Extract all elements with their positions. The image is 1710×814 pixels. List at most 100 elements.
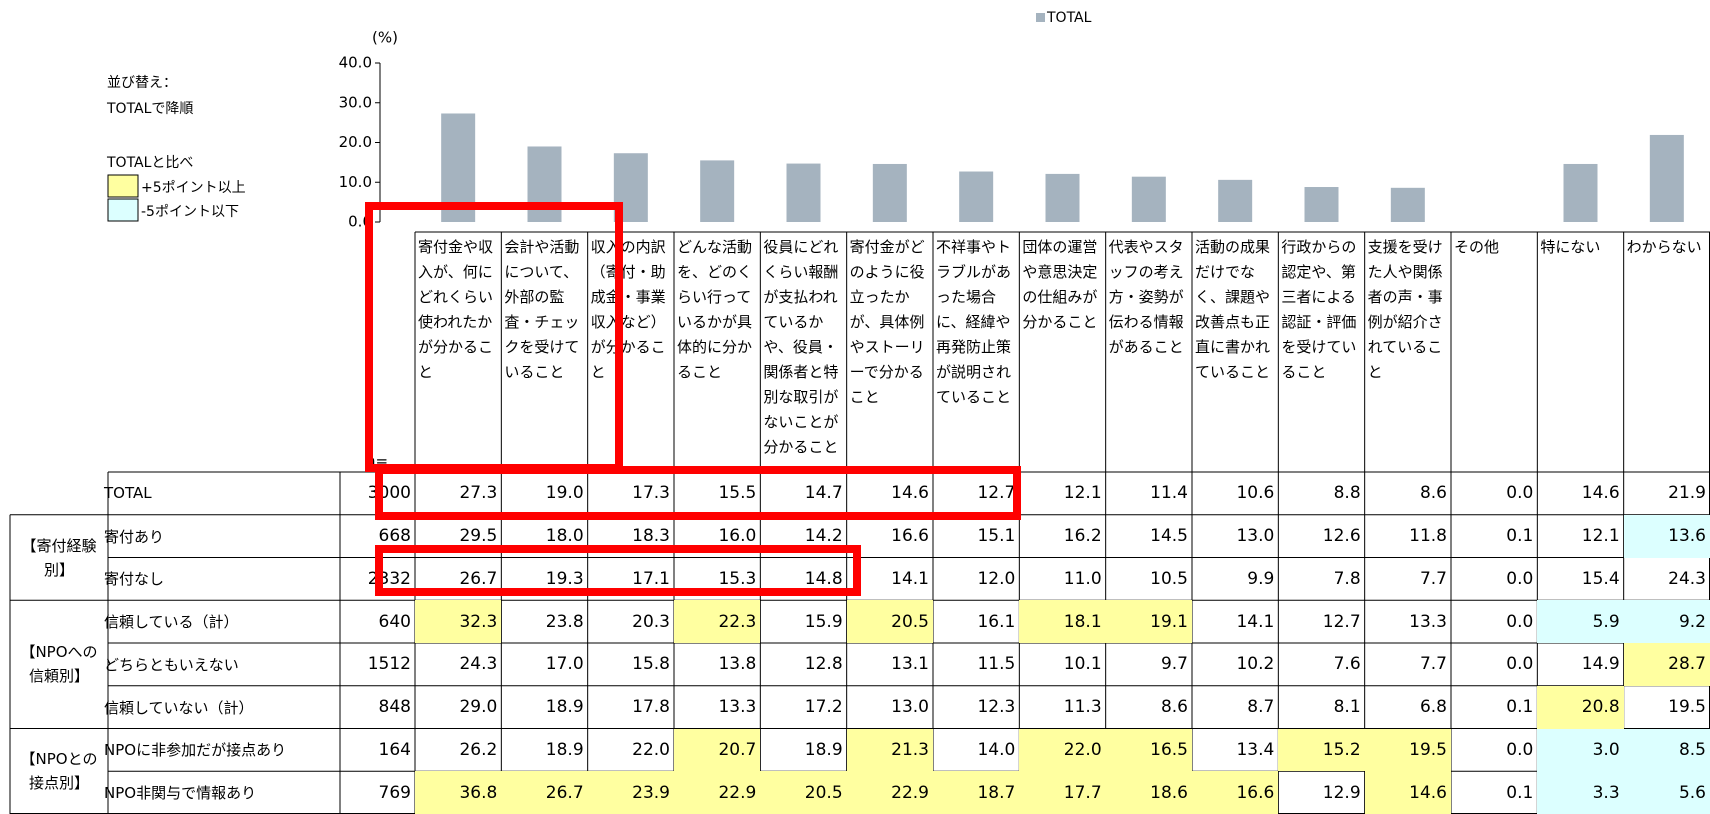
table-cell: 20.7 [674, 728, 761, 772]
highlight-box [375, 466, 1021, 520]
bar [1218, 179, 1253, 222]
table-cell: 6.8 [1419, 697, 1447, 718]
row-label: 信頼している（計） [104, 613, 239, 632]
table-cell: 14.6 [1364, 771, 1451, 814]
table-cell: 8.6 [1160, 697, 1188, 718]
compare-title: TOTALと比べ [107, 155, 194, 171]
highlight-box [365, 202, 623, 472]
table-cell: 14.2 [804, 526, 843, 547]
y-tick-label: 30.0 [339, 93, 372, 111]
column-header: 会計や活動について、外部の監査・チェックを受けていること [504, 238, 580, 381]
table-cell: 17.0 [545, 654, 584, 675]
n-value: 668 [378, 526, 411, 547]
table-cell: 0.0 [1506, 654, 1534, 675]
table-cell: 0.1 [1506, 697, 1534, 718]
table-cell: 20.3 [632, 611, 670, 632]
table-cell: 10.2 [1236, 654, 1275, 675]
table-cell: 21.9 [1668, 483, 1706, 504]
table-cell: 16.2 [1063, 526, 1102, 547]
compare-swatch [107, 174, 139, 198]
bar [1131, 176, 1166, 222]
highlight-box [375, 545, 861, 596]
table-cell: 12.7 [977, 483, 1016, 504]
table-cell: 7.6 [1333, 654, 1361, 675]
table-cell: 12.6 [1322, 526, 1361, 547]
group-label: 【NPOとの接点別】 [20, 750, 98, 793]
legend-swatch [1036, 13, 1045, 22]
table-cell: 14.0 [977, 739, 1016, 760]
group-label: 【NPOへの信頼別】 [20, 643, 98, 686]
table-cell: 14.8 [804, 568, 843, 589]
table-cell: 29.5 [459, 526, 498, 547]
table-cell: 20.5 [846, 600, 933, 643]
compare-swatch [107, 198, 139, 222]
table-cell: 18.3 [632, 526, 670, 547]
row-label: 信頼していない（計） [104, 698, 254, 717]
row-label: NPO非関与で情報あり [104, 784, 257, 803]
table-cell: 22.9 [846, 771, 933, 814]
column-header: 役員にどれくらい報酬が支払われているかや、役員・関係者と特別な取引がないことが分… [763, 238, 839, 456]
table-cell: 15.8 [632, 654, 670, 675]
table-cell: 15.4 [1581, 568, 1620, 589]
table-cell: 0.0 [1506, 739, 1534, 760]
table-cell: 17.1 [632, 568, 670, 589]
table-cell: 18.1 [1019, 600, 1106, 643]
column-header: 支援を受けた人や関係者の声・事例が紹介されていること [1367, 238, 1443, 381]
bar [1649, 134, 1684, 222]
table-cell: 15.9 [804, 611, 843, 632]
n-value: 769 [378, 782, 411, 803]
table-cell: 13.1 [891, 654, 929, 675]
table-cell: 24.3 [1668, 568, 1706, 589]
bar [1045, 173, 1080, 222]
table-cell: 11.3 [1063, 697, 1102, 718]
table-cell: 9.9 [1247, 568, 1275, 589]
table-cell: 17.7 [1019, 771, 1106, 814]
table-cell: 3.3 [1537, 771, 1624, 814]
table-cell: 14.9 [1581, 654, 1620, 675]
bar [786, 163, 821, 222]
table-cell: 14.5 [1150, 526, 1188, 547]
bar [1304, 187, 1339, 222]
table-cell: 20.8 [1537, 685, 1624, 729]
table-cell: 12.8 [804, 654, 843, 675]
row-label: TOTAL [104, 484, 152, 503]
table-cell: 14.1 [1236, 611, 1275, 632]
table-cell: 18.7 [933, 771, 1020, 814]
group-label: 【寄付経験別】 [21, 536, 97, 579]
compare-label: +5ポイント以上 [141, 180, 246, 196]
table-cell: 7.8 [1333, 568, 1361, 589]
sort-note: 並び替え： [107, 75, 177, 91]
table-cell: 13.3 [718, 697, 757, 718]
column-header: どんな活動を、どのくらい行っているかが具体的に分かること [677, 238, 753, 381]
table-cell: 9.2 [1623, 600, 1710, 643]
table-cell: 8.8 [1333, 483, 1361, 504]
table-cell: 12.3 [977, 697, 1016, 718]
table-cell: 23.9 [587, 771, 674, 814]
column-header: 寄付金や収入が、何にどれくらい使われたかが分かること [418, 238, 494, 381]
table-cell: 11.8 [1409, 526, 1447, 547]
table-cell: 17.2 [804, 697, 843, 718]
table-cell: 12.7 [1322, 611, 1361, 632]
table-cell: 18.9 [545, 739, 584, 760]
column-header: わからない [1626, 238, 1702, 256]
table-cell: 19.5 [1364, 728, 1451, 772]
table-cell: 8.1 [1333, 697, 1361, 718]
table-cell: 28.7 [1623, 643, 1710, 686]
table-cell: 14.6 [891, 483, 929, 504]
table-cell: 11.0 [1063, 568, 1102, 589]
table-cell: 11.4 [1150, 483, 1188, 504]
table-cell: 12.1 [1063, 483, 1102, 504]
table-cell: 22.9 [674, 771, 761, 814]
column-header: 活動の成果だけでなく、課題や改善点も正直に書かれていること [1195, 238, 1271, 381]
table-cell: 12.9 [1322, 782, 1361, 803]
table-cell: 5.6 [1623, 771, 1710, 814]
table-cell: 18.9 [804, 739, 843, 760]
table-cell: 7.7 [1419, 654, 1447, 675]
table-cell: 11.5 [977, 654, 1016, 675]
row-label: どちらともいえない [104, 655, 239, 674]
compare-label: -5ポイント以下 [141, 204, 239, 220]
y-tick-label: 40.0 [339, 54, 372, 72]
table-cell: 17.8 [632, 697, 670, 718]
table-cell: 27.3 [459, 483, 498, 504]
bar [1390, 187, 1425, 222]
